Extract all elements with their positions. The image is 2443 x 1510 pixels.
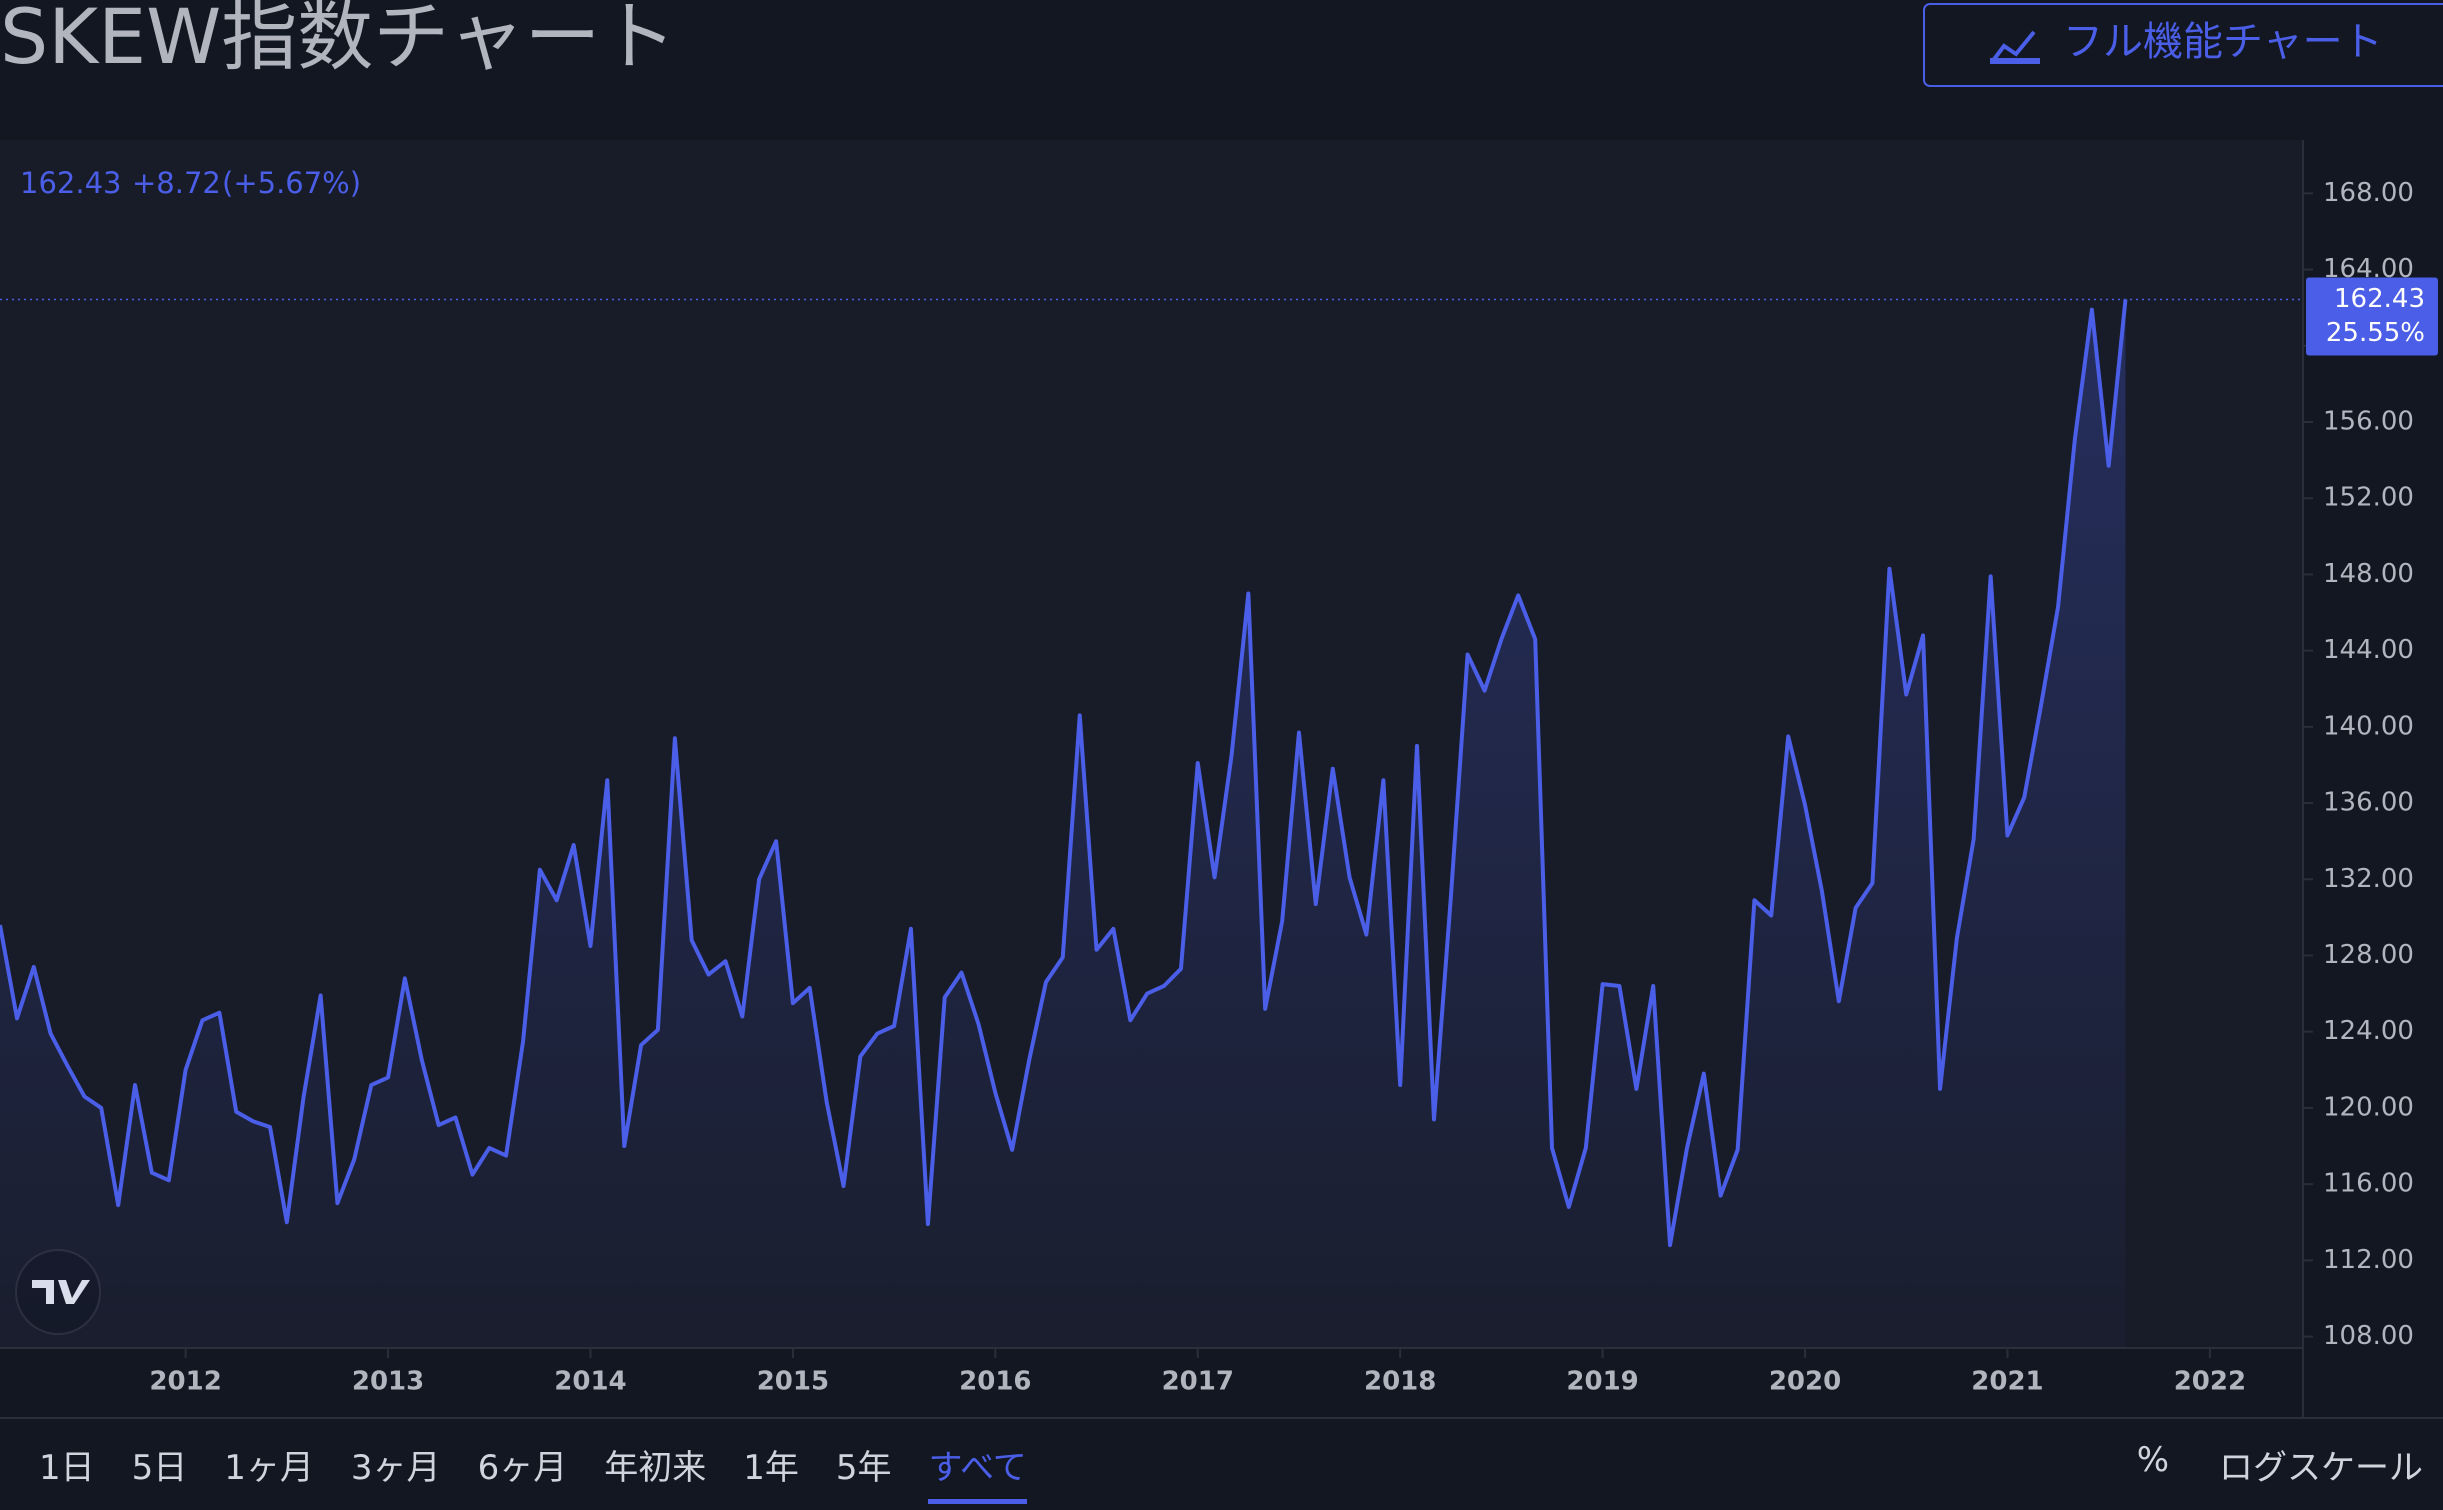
percent-toggle[interactable]: % [2136,1440,2169,1480]
x-tick-label: 2012 [149,1367,221,1397]
x-tick-label: 2013 [352,1367,424,1397]
x-tick-label: 2017 [1162,1367,1234,1397]
x-tick-label: 2022 [2174,1367,2246,1397]
timeframe-button[interactable]: 1日 [39,1448,95,1488]
header-change-pct: (+5.67%) [222,166,361,200]
x-tick-label: 2019 [1566,1367,1638,1397]
x-tick-label: 2018 [1364,1367,1436,1397]
scale-toggles: % ログスケール [2137,1440,2423,1489]
timeframe-button[interactable]: 6ヶ月 [477,1448,568,1488]
x-tick-label: 2016 [959,1367,1031,1397]
y-tick-label: 112.00 [2323,1245,2414,1275]
timeframe-button[interactable]: 年初来 [604,1448,707,1488]
timeframe-button[interactable]: 1ヶ月 [224,1448,314,1488]
timeframe-button[interactable]: 1年 [743,1448,799,1488]
y-tick-label: 132.00 [2323,864,2414,894]
y-tick-label: 128.00 [2323,940,2414,970]
x-tick-label: 2021 [1971,1367,2043,1397]
timeframe-button[interactable]: 5年 [835,1448,892,1488]
price-badge-value: 162.43 [2334,284,2425,314]
y-tick-label: 148.00 [2323,559,2414,589]
timeframe-bar: 1日 5日 1ヶ月 3ヶ月 6ヶ月 年初来 1年 5年 すべて [39,1440,1027,1504]
full-chart-button[interactable] [1923,3,2443,87]
y-tick-label: 140.00 [2323,711,2414,741]
y-tick-label: 144.00 [2323,635,2414,665]
header-price: 162.43 [20,166,121,200]
y-tick-label: 124.00 [2323,1016,2414,1046]
y-tick-label: 116.00 [2323,1169,2414,1199]
x-tick-label: 2020 [1769,1367,1841,1397]
x-tick-label: 2015 [757,1367,829,1397]
log-toggle[interactable]: ログスケール [2219,1448,2423,1488]
price-badge-pct: 25.55% [2326,318,2425,348]
y-tick-label: 120.00 [2323,1092,2414,1122]
y-tick-label: 136.00 [2323,788,2414,818]
header-change: +8.72 [132,166,221,200]
y-tick-label: 168.00 [2323,178,2414,208]
y-tick-label: 156.00 [2323,406,2414,436]
button-icon [1990,30,2036,64]
line [0,299,2128,1248]
button-label[interactable]: フル機能チャート [2063,19,2383,65]
timeframe-button[interactable]: 3ヶ月 [350,1448,441,1488]
timeframe-button[interactable]: すべて [928,1440,1027,1504]
button-icon [1990,58,2040,64]
y-tick-label: 108.00 [2323,1321,2414,1351]
y-tick-label: 152.00 [2323,483,2414,513]
price-badge [2306,277,2438,356]
chart-title: SKEW指数チャート [0,0,677,81]
x-tick-label: 2014 [554,1367,626,1397]
timeframe-button[interactable]: 5日 [131,1448,188,1488]
